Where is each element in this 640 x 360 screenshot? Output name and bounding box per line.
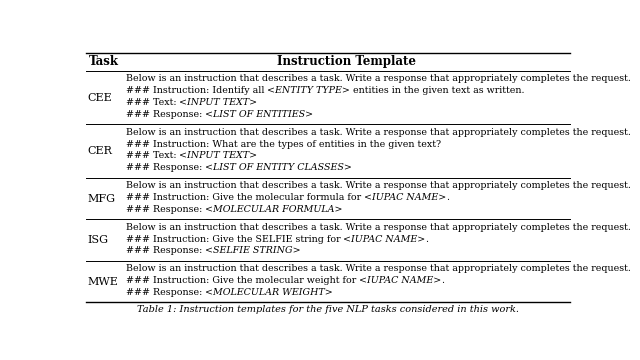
Text: ### Text:: ### Text: bbox=[125, 152, 179, 161]
Text: <INPUT TEXT>: <INPUT TEXT> bbox=[179, 152, 257, 161]
Text: MWE: MWE bbox=[88, 276, 118, 287]
Text: ISG: ISG bbox=[88, 235, 108, 245]
Text: <IUPAC NAME>: <IUPAC NAME> bbox=[364, 193, 446, 202]
Text: Task: Task bbox=[88, 55, 118, 68]
Text: <ENTITY TYPE>: <ENTITY TYPE> bbox=[267, 86, 350, 95]
Text: Below is an instruction that describes a task. Write a response that appropriate: Below is an instruction that describes a… bbox=[125, 74, 630, 83]
Text: .: . bbox=[446, 193, 449, 202]
Text: ### Response:: ### Response: bbox=[125, 246, 205, 255]
Text: ### Instruction: Give the molecular formula for: ### Instruction: Give the molecular form… bbox=[125, 193, 364, 202]
Text: ### Instruction: Give the molecular weight for: ### Instruction: Give the molecular weig… bbox=[125, 276, 359, 285]
Text: <MOLECULAR WEIGHT>: <MOLECULAR WEIGHT> bbox=[205, 288, 333, 297]
Text: ### Response:: ### Response: bbox=[125, 288, 205, 297]
Text: Below is an instruction that describes a task. Write a response that appropriate: Below is an instruction that describes a… bbox=[125, 222, 630, 231]
Text: .: . bbox=[441, 276, 444, 285]
Text: ### Text:: ### Text: bbox=[125, 98, 179, 107]
Text: <IUPAC NAME>: <IUPAC NAME> bbox=[359, 276, 441, 285]
Text: Table 1: Instruction templates for the five NLP tasks considered in this work.: Table 1: Instruction templates for the f… bbox=[137, 305, 519, 314]
Text: <MOLECULAR FORMULA>: <MOLECULAR FORMULA> bbox=[205, 205, 342, 214]
Text: CER: CER bbox=[88, 146, 112, 156]
Text: ### Instruction: What are the types of entities in the given text?: ### Instruction: What are the types of e… bbox=[125, 140, 441, 149]
Text: .: . bbox=[426, 234, 429, 243]
Text: ### Response:: ### Response: bbox=[125, 110, 205, 119]
Text: <IUPAC NAME>: <IUPAC NAME> bbox=[343, 234, 426, 243]
Text: entities in the given text as written.: entities in the given text as written. bbox=[350, 86, 525, 95]
Text: <LIST OF ENTITIES>: <LIST OF ENTITIES> bbox=[205, 110, 313, 119]
Text: <SELFIE STRING>: <SELFIE STRING> bbox=[205, 246, 301, 255]
Text: MFG: MFG bbox=[88, 194, 115, 203]
Text: ### Instruction: Give the SELFIE string for: ### Instruction: Give the SELFIE string … bbox=[125, 234, 343, 243]
Text: ### Response:: ### Response: bbox=[125, 163, 205, 172]
Text: Instruction Template: Instruction Template bbox=[277, 55, 416, 68]
Text: Below is an instruction that describes a task. Write a response that appropriate: Below is an instruction that describes a… bbox=[125, 181, 630, 190]
Text: CEE: CEE bbox=[88, 93, 112, 103]
Text: ### Instruction: Identify all: ### Instruction: Identify all bbox=[125, 86, 267, 95]
Text: ### Response:: ### Response: bbox=[125, 205, 205, 214]
Text: Below is an instruction that describes a task. Write a response that appropriate: Below is an instruction that describes a… bbox=[125, 264, 630, 273]
Text: <LIST OF ENTITY CLASSES>: <LIST OF ENTITY CLASSES> bbox=[205, 163, 352, 172]
Text: Below is an instruction that describes a task. Write a response that appropriate: Below is an instruction that describes a… bbox=[125, 128, 630, 137]
Text: <INPUT TEXT>: <INPUT TEXT> bbox=[179, 98, 257, 107]
